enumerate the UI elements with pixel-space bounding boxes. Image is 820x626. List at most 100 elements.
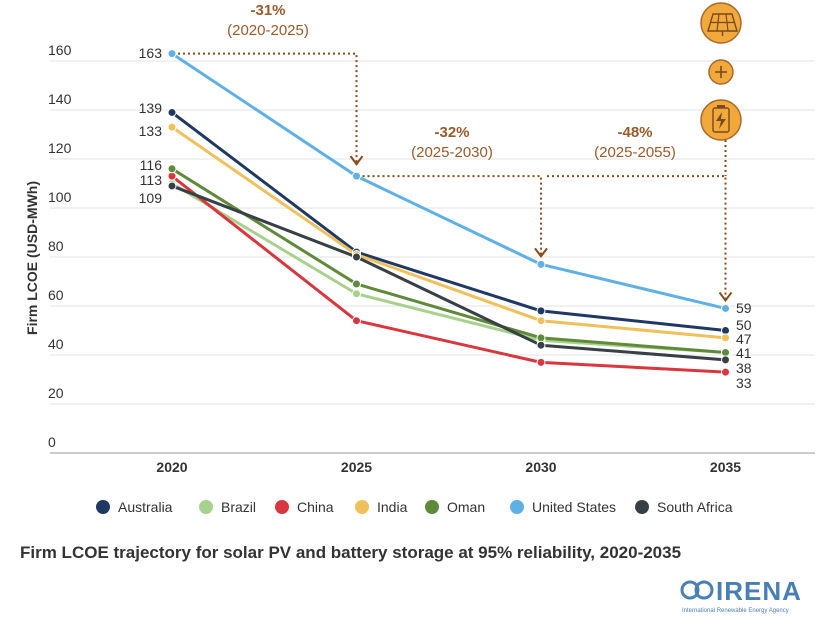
point-oman-2035 [721, 348, 730, 358]
annotation-line-3 [547, 175, 727, 299]
series-line-south-africa [171, 184, 726, 362]
legend-marker-brazil [199, 500, 213, 514]
x-tick-2020: 2020 [156, 459, 187, 475]
point-brazil-2025 [352, 289, 361, 299]
point-united-states-2030 [536, 259, 546, 269]
start-label-139: 139 [139, 100, 163, 116]
legend-label-united-states: United States [532, 499, 616, 515]
annotation-arrowhead-2 [534, 247, 548, 259]
point-australia-2030 [536, 306, 546, 316]
point-south-africa-2035 [721, 355, 730, 365]
point-united-states-2035 [721, 303, 730, 313]
legend-marker-india [355, 500, 369, 514]
point-india-2030 [536, 316, 546, 326]
start-label-113: 113 [140, 172, 163, 188]
battery-icon [700, 99, 742, 141]
x-axis-ticks: 2020 2025 2030 2035 [156, 459, 741, 475]
legend-marker-china [275, 500, 289, 514]
legend-marker-oman [425, 500, 439, 514]
point-china-2030 [536, 357, 546, 367]
chart-caption: Firm LCOE trajectory for solar PV and ba… [20, 543, 681, 562]
series-lines [171, 52, 726, 374]
annotation-2-range: (2025-2030) [411, 144, 493, 161]
legend-marker-south-africa [635, 500, 649, 514]
plus-icon [708, 59, 734, 85]
series-line-china [171, 174, 726, 374]
y-tick-100: 100 [48, 189, 72, 205]
legend: Australia Brazil China India Oman United Stat… [96, 499, 733, 515]
y-axis-label: Firm LCOE (USD-MWh) [24, 181, 40, 335]
y-axis-ticks: 0 20 40 60 80 100 120 140 160 [48, 42, 72, 450]
annotation-arrows [178, 52, 733, 303]
y-tick-60: 60 [48, 287, 64, 303]
y-tick-160: 160 [48, 42, 72, 58]
series-line-india [171, 125, 726, 340]
start-label-116: 116 [140, 157, 163, 173]
start-label-163: 163 [139, 45, 163, 61]
point-south-africa-2025 [352, 252, 361, 262]
point-oman-2025 [352, 279, 361, 289]
annotation-arrowhead-3 [718, 291, 733, 303]
logo-wordmark: IRENA [716, 576, 802, 606]
point-china-2035 [721, 367, 730, 377]
y-tick-80: 80 [48, 238, 64, 254]
point-australia-2035 [721, 326, 730, 335]
annotation-line-1 [178, 52, 358, 163]
y-tick-0: 0 [48, 434, 56, 450]
annotation-line-2 [362, 175, 542, 255]
start-label-109: 109 [139, 190, 163, 206]
x-tick-2025: 2025 [341, 459, 372, 475]
point-china-2020 [167, 171, 177, 181]
point-india-2035 [721, 333, 730, 343]
series-points [167, 49, 730, 377]
point-india-2020 [167, 122, 177, 132]
end-label-33: 33 [736, 375, 752, 391]
end-label-38: 38 [736, 360, 752, 376]
y-tick-40: 40 [48, 336, 64, 352]
series-line-oman [171, 167, 726, 355]
annotation-2-pct: -32% [434, 124, 469, 141]
end-label-41: 41 [736, 345, 752, 361]
legend-label-brazil: Brazil [221, 499, 256, 515]
end-label-59: 59 [736, 300, 752, 316]
end-label-47: 47 [736, 331, 752, 347]
solar-panel-icon [700, 2, 742, 44]
legend-label-south-africa: South Africa [657, 499, 733, 515]
point-south-africa-2030 [536, 340, 546, 350]
legend-label-oman: Oman [447, 499, 485, 515]
x-tick-2030: 2030 [525, 459, 556, 475]
annotation-arrowhead-1 [349, 155, 364, 166]
legend-label-australia: Australia [118, 499, 173, 515]
x-tick-2035: 2035 [710, 459, 741, 475]
point-australia-2020 [167, 107, 177, 117]
annotation-1-range: (2020-2025) [227, 22, 309, 39]
grid-lines [50, 60, 815, 454]
start-label-133: 133 [139, 123, 163, 139]
point-oman-2020 [167, 164, 177, 174]
end-label-50: 50 [736, 317, 752, 333]
series-line-australia [171, 111, 726, 332]
point-united-states-2020 [167, 49, 177, 59]
legend-marker-australia [96, 500, 110, 514]
y-tick-140: 140 [48, 91, 72, 107]
series-line-united-states [171, 52, 726, 310]
legend-marker-united-states [510, 500, 524, 514]
point-oman-2030 [536, 333, 546, 343]
y-tick-120: 120 [48, 140, 72, 156]
irena-logo: IRENA International Renewable Energy Age… [680, 576, 802, 614]
legend-label-china: China [297, 499, 334, 515]
annotation-3-range: (2025-2055) [594, 144, 676, 161]
point-south-africa-2020 [167, 181, 177, 191]
series-line-brazil [171, 182, 726, 355]
logo-subtitle: International Renewable Energy Agency [682, 608, 789, 614]
y-tick-20: 20 [48, 385, 64, 401]
legend-label-india: India [377, 499, 408, 515]
annotation-1-pct: -31% [250, 2, 285, 19]
annotation-3-pct: -48% [617, 124, 652, 141]
point-china-2025 [352, 316, 361, 326]
point-united-states-2025 [352, 171, 361, 181]
